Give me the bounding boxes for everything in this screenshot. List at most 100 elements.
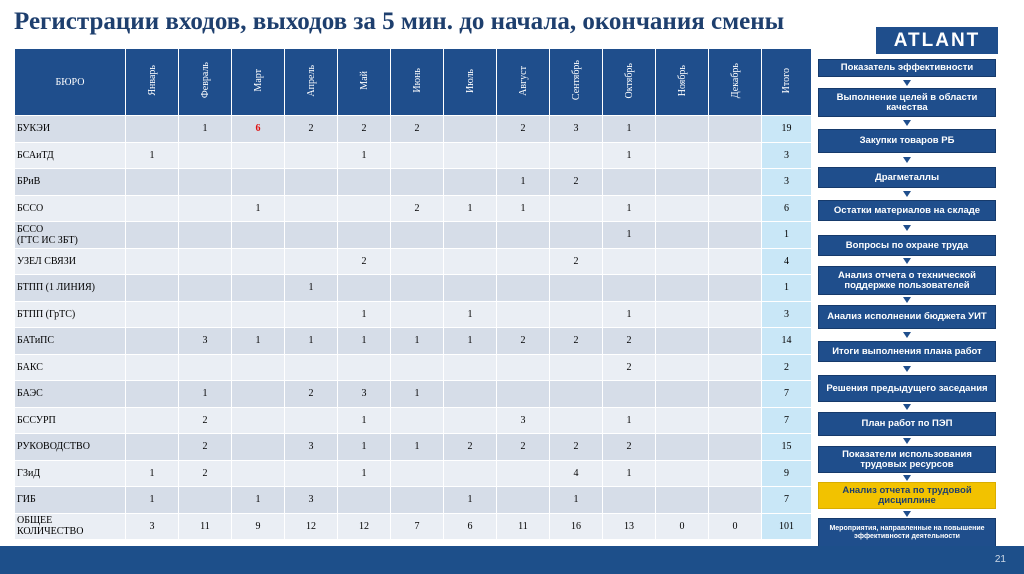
table-row: РУКОВОДСТВО 2 3 1 1 2 2 2 2 15 <box>14 433 812 461</box>
month-cell <box>390 406 444 434</box>
month-cell: 1 <box>231 194 285 222</box>
agenda-item[interactable]: Вопросы по охране труда <box>818 235 996 256</box>
arrow-down-icon <box>903 79 911 86</box>
month-cell <box>655 300 709 328</box>
month-cell <box>125 353 179 381</box>
month-cell <box>178 247 232 275</box>
agenda-item[interactable]: Показатели использования трудовых ресурс… <box>818 446 996 473</box>
month-cell: 1 <box>390 380 444 408</box>
month-cell <box>390 141 444 169</box>
agenda-item[interactable]: Анализ исполнении бюджета УИТ <box>818 305 996 329</box>
agenda-item[interactable]: Остатки материалов на складе <box>818 200 996 221</box>
row-bureau-name: БУКЭИ <box>14 115 126 143</box>
table-row: БАКС 2 2 <box>14 353 812 381</box>
month-cell <box>708 247 762 275</box>
header-month: Май <box>337 48 391 116</box>
row-total: 15 <box>761 433 812 461</box>
month-cell <box>125 433 179 461</box>
month-cell <box>390 221 444 249</box>
month-cell <box>443 247 497 275</box>
row-total: 7 <box>761 380 812 408</box>
arrow-down-icon <box>903 120 911 126</box>
row-total: 3 <box>761 141 812 169</box>
month-cell: 1 <box>337 300 391 328</box>
month-cell <box>284 247 338 275</box>
month-cell: 1 <box>602 221 656 249</box>
agenda-item[interactable]: Анализ отчета по трудовой дисциплине <box>818 482 996 509</box>
agenda-item[interactable]: Закупки товаров РБ <box>818 129 996 153</box>
table-row: БАЭС 1 2 3 1 7 <box>14 380 812 408</box>
month-cell: 2 <box>443 433 497 461</box>
month-cell: 2 <box>284 380 338 408</box>
month-cell: 16 <box>549 512 603 540</box>
month-cell: 3 <box>125 512 179 540</box>
arrow-down-icon <box>903 225 911 231</box>
row-bureau-name: БСАиТД <box>14 141 126 169</box>
month-cell <box>231 274 285 302</box>
month-cell: 1 <box>602 141 656 169</box>
month-cell <box>708 406 762 434</box>
header-month: Ноябрь <box>655 48 709 116</box>
month-cell <box>602 247 656 275</box>
table-row: БАТиПС 3 1 1 1 1 1 2 2 2 14 <box>14 327 812 355</box>
month-cell: 3 <box>496 406 550 434</box>
month-cell <box>549 274 603 302</box>
row-total: 6 <box>761 194 812 222</box>
month-cell: 4 <box>549 459 603 487</box>
month-cell: 1 <box>178 115 232 143</box>
month-cell <box>602 486 656 514</box>
month-cell <box>178 168 232 196</box>
month-cell: 1 <box>390 433 444 461</box>
agenda-item[interactable]: Выполнение целей в области качества <box>818 88 996 117</box>
month-cell: 1 <box>178 380 232 408</box>
month-cell: 2 <box>337 115 391 143</box>
row-total: 4 <box>761 247 812 275</box>
month-cell: 3 <box>284 433 338 461</box>
month-cell <box>337 353 391 381</box>
agenda-item[interactable]: Решения предыдущего заседания <box>818 375 996 402</box>
month-cell: 1 <box>602 406 656 434</box>
arrow-down-icon <box>903 191 911 197</box>
month-cell <box>708 433 762 461</box>
logo-text: ATLANT <box>893 29 981 51</box>
month-cell <box>602 168 656 196</box>
header-month: Январь <box>125 48 179 116</box>
month-cell: 1 <box>602 115 656 143</box>
month-cell <box>655 353 709 381</box>
month-cell <box>655 194 709 222</box>
month-cell: 2 <box>549 168 603 196</box>
month-cell <box>390 486 444 514</box>
row-total: 9 <box>761 459 812 487</box>
arrow-down-icon <box>903 474 911 481</box>
row-bureau-name: БССО <box>14 194 126 222</box>
month-cell <box>708 486 762 514</box>
month-cell <box>231 168 285 196</box>
month-cell <box>125 168 179 196</box>
row-bureau-name: РУКОВОДСТВО <box>14 433 126 461</box>
agenda-item[interactable]: Показатель эффективности <box>818 59 996 77</box>
agenda-item[interactable]: Мероприятия, направленные на повышение э… <box>818 518 996 547</box>
table-row: УЗЕЛ СВЯЗИ 2 2 4 <box>14 247 812 275</box>
month-cell: 1 <box>443 327 497 355</box>
month-cell <box>125 300 179 328</box>
agenda-item[interactable]: Драгметаллы <box>818 167 996 188</box>
month-cell: 1 <box>337 433 391 461</box>
month-cell <box>178 274 232 302</box>
month-cell <box>231 433 285 461</box>
month-cell <box>231 141 285 169</box>
month-cell <box>443 274 497 302</box>
agenda-item[interactable]: План работ по ПЭП <box>818 412 996 436</box>
month-cell <box>655 327 709 355</box>
row-total: 7 <box>761 486 812 514</box>
month-cell: 2 <box>178 459 232 487</box>
month-cell <box>231 406 285 434</box>
month-cell: 2 <box>178 433 232 461</box>
month-cell <box>178 353 232 381</box>
month-cell: 2 <box>602 327 656 355</box>
footer-bar: 21 <box>0 546 1024 574</box>
month-cell <box>443 221 497 249</box>
month-cell: 1 <box>602 459 656 487</box>
month-cell: 2 <box>496 115 550 143</box>
agenda-item[interactable]: Итоги выполнения плана работ <box>818 341 996 362</box>
agenda-item[interactable]: Анализ отчета о технической поддержке по… <box>818 266 996 295</box>
